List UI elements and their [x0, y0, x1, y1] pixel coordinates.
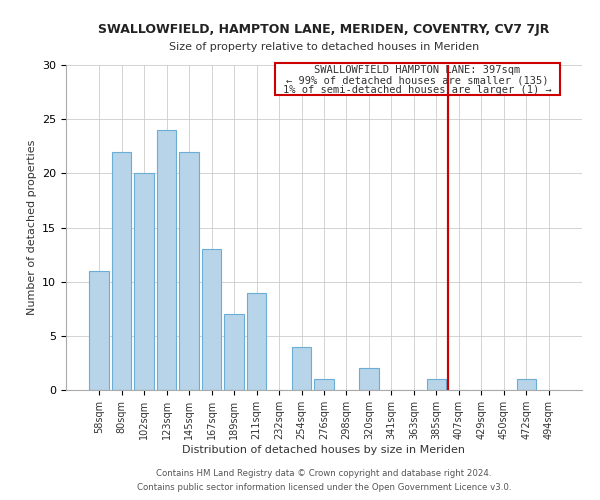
Y-axis label: Number of detached properties: Number of detached properties	[26, 140, 37, 315]
Bar	[202, 249, 221, 390]
Text: Contains public sector information licensed under the Open Government Licence v3: Contains public sector information licen…	[137, 484, 511, 492]
Bar	[224, 314, 244, 390]
Bar	[157, 130, 176, 390]
Text: SWALLOWFIELD, HAMPTON LANE, MERIDEN, COVENTRY, CV7 7JR: SWALLOWFIELD, HAMPTON LANE, MERIDEN, COV…	[98, 22, 550, 36]
Bar	[292, 346, 311, 390]
Bar	[134, 174, 154, 390]
Bar	[359, 368, 379, 390]
Text: SWALLOWFIELD HAMPTON LANE: 397sqm: SWALLOWFIELD HAMPTON LANE: 397sqm	[314, 66, 520, 76]
FancyBboxPatch shape	[275, 63, 560, 96]
Bar	[179, 152, 199, 390]
Bar	[247, 292, 266, 390]
Bar	[112, 152, 131, 390]
Bar	[89, 271, 109, 390]
Bar	[314, 379, 334, 390]
Bar	[427, 379, 446, 390]
X-axis label: Distribution of detached houses by size in Meriden: Distribution of detached houses by size …	[182, 444, 466, 454]
Text: Contains HM Land Registry data © Crown copyright and database right 2024.: Contains HM Land Registry data © Crown c…	[156, 468, 492, 477]
Text: ← 99% of detached houses are smaller (135): ← 99% of detached houses are smaller (13…	[286, 75, 548, 85]
Bar	[517, 379, 536, 390]
Text: 1% of semi-detached houses are larger (1) →: 1% of semi-detached houses are larger (1…	[283, 85, 552, 95]
Text: Size of property relative to detached houses in Meriden: Size of property relative to detached ho…	[169, 42, 479, 52]
